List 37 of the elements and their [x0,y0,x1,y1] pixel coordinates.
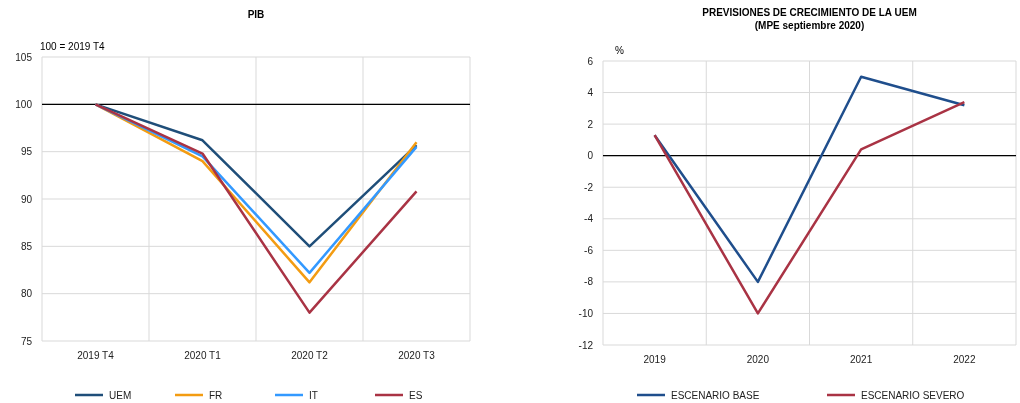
legend-label: IT [309,389,318,401]
y-tick-label: -2 [584,181,594,193]
x-tick-label: 2019 [643,354,667,365]
y-tick-label: -8 [584,276,594,288]
legend-label: UEM [109,389,132,401]
y-tick-label: -12 [578,339,594,351]
y-tick-label: 100 [15,98,33,110]
chart-title: PIB [247,9,265,20]
y-tick-label: 90 [20,193,33,205]
x-tick-label: 2022 [953,354,976,365]
y-tick-label: -6 [584,244,594,256]
y-tick-label: 2 [587,118,594,130]
legend-label: ESCENARIO SEVERO [861,389,965,401]
y-tick-label: 95 [20,146,33,158]
legend-label: ES [409,389,423,401]
line-series [653,100,966,315]
y-tick-label: 105 [15,51,33,63]
y-tick-label: 75 [20,335,33,347]
y-tick-label: 0 [587,150,594,162]
chart-subtitle: (MPE septiembre 2020) [754,20,865,31]
x-tick-label: 2020 T3 [398,350,436,361]
y-tick-label: 85 [20,240,33,252]
x-tick-label: 2020 T2 [291,350,329,361]
legend-label: FR [209,389,223,401]
x-tick-label: 2021 [850,354,873,365]
y-tick-label: -10 [578,307,594,319]
y-axis-title: % [615,45,624,56]
x-tick-label: 2020 [746,354,770,365]
y-tick-label: 80 [20,288,33,300]
x-tick-label: 2019 T4 [77,350,115,361]
chart-title: PREVISIONES DE CRECIMIENTO DE LA UEM [702,7,917,18]
y-tick-label: 4 [587,87,594,99]
x-tick-label: 2020 T1 [184,350,222,361]
y-axis-title: 100 = 2019 T4 [40,41,106,52]
legend-label: ESCENARIO BASE [671,389,760,401]
y-tick-label: 6 [587,55,594,67]
y-tick-label: -4 [584,213,594,225]
